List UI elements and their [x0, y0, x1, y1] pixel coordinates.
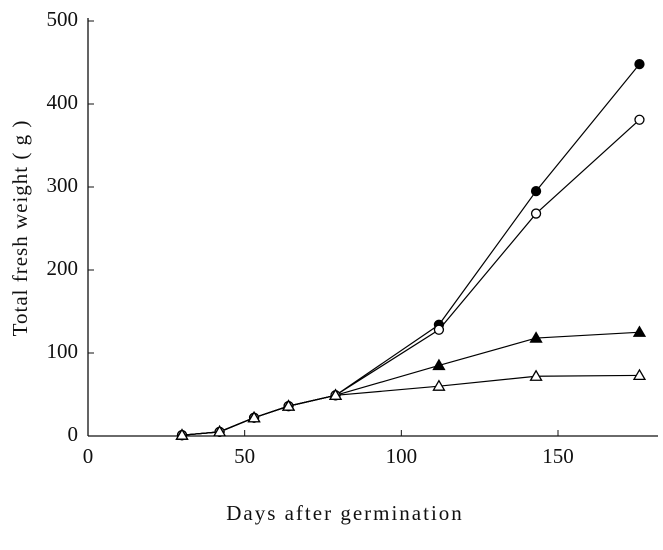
marker — [530, 208, 542, 219]
marker — [281, 399, 296, 411]
x-tick-label: 50 — [234, 444, 255, 468]
x-axis-title: Days after germination — [226, 501, 464, 525]
marker — [632, 368, 647, 381]
marker — [529, 369, 543, 381]
marker — [634, 114, 645, 125]
y-tick-label: 300 — [47, 173, 79, 197]
y-tick-label: 100 — [47, 339, 79, 363]
series-line — [181, 119, 640, 436]
marker — [175, 428, 189, 440]
y-tick-label: 500 — [47, 7, 79, 31]
marker — [632, 325, 647, 337]
marker — [247, 410, 261, 423]
marker — [529, 331, 543, 343]
y-axis-title: Total fresh weight ( g ) — [8, 120, 32, 337]
marker — [433, 324, 445, 335]
marker — [328, 388, 343, 400]
x-tick-label: 150 — [542, 444, 574, 468]
marker — [634, 59, 645, 70]
y-tick-label: 200 — [47, 256, 79, 280]
x-tick-label: 0 — [83, 444, 94, 468]
y-tick-label: 0 — [68, 422, 79, 446]
marker — [530, 185, 542, 197]
x-tick-label: 100 — [386, 444, 418, 468]
marker — [432, 358, 446, 371]
series-line — [181, 374, 640, 436]
marker — [432, 379, 446, 391]
marker — [212, 425, 227, 437]
series-line — [181, 63, 640, 436]
y-tick-label: 400 — [47, 90, 79, 114]
